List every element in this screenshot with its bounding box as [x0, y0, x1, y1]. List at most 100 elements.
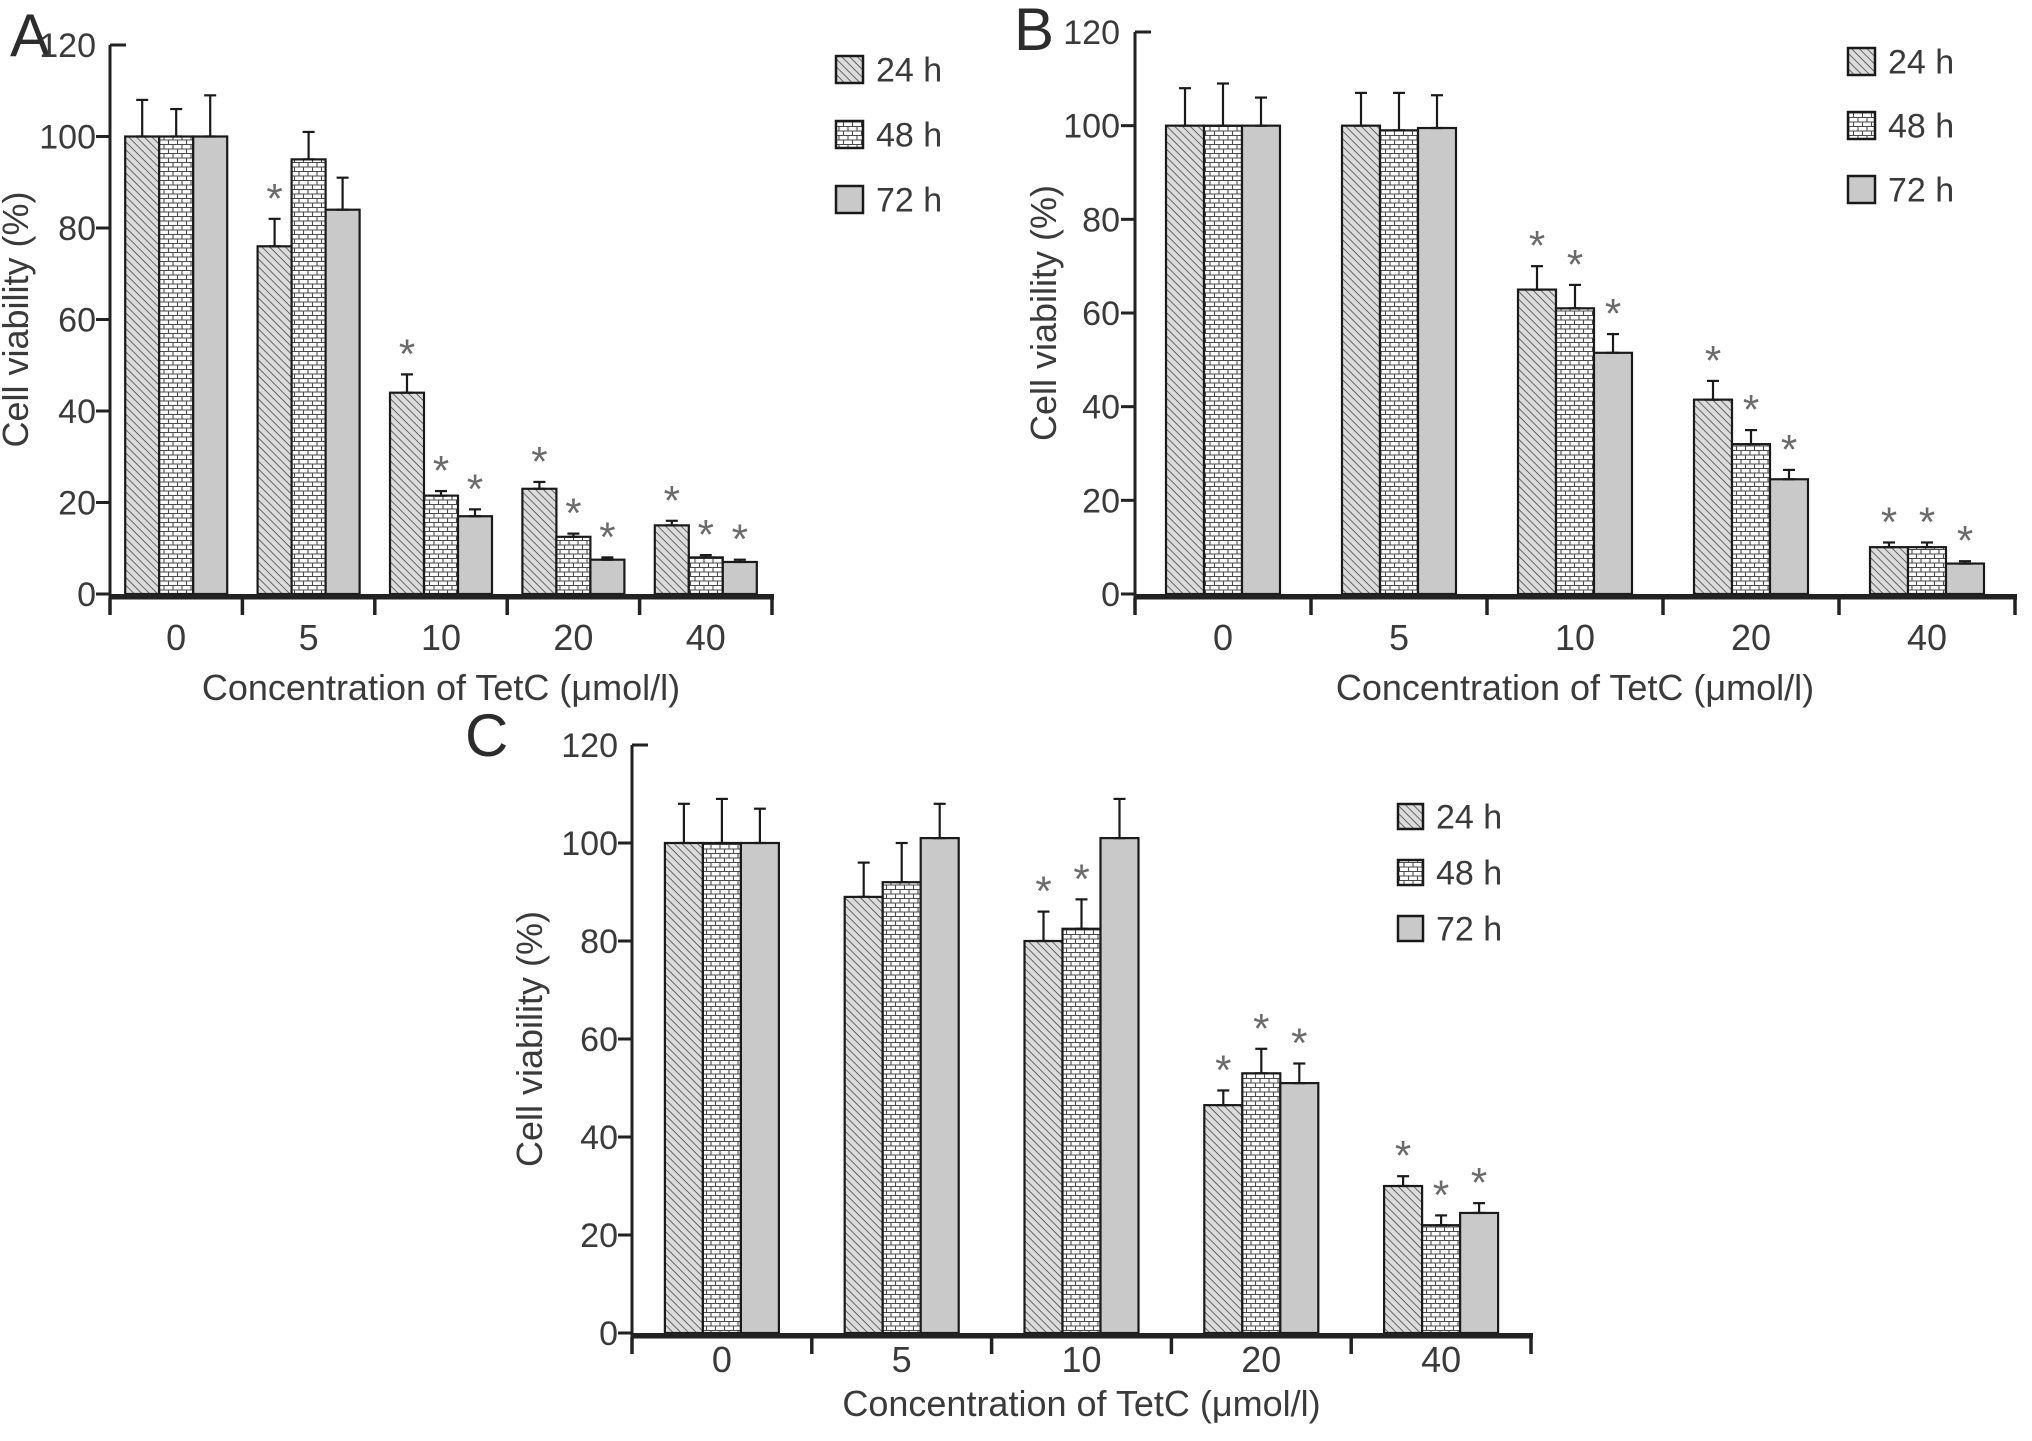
- bar-48h-40umol: [687, 556, 724, 596]
- y-tick-label: 120: [1063, 14, 1120, 52]
- errorbar-48h-5umol: [895, 841, 908, 884]
- significance-asterisk-24h-5umol: *: [266, 175, 282, 222]
- x-tick-label: 10: [421, 617, 461, 658]
- errorbar-48h-0umol: [170, 107, 183, 138]
- errorbar-48h-40umol: [699, 554, 712, 559]
- y-tick-label: 40: [580, 1119, 618, 1157]
- errorbar-48h-0umol: [715, 797, 728, 845]
- legend: 24 h 48 h 72 h: [1846, 44, 1954, 210]
- errorbar-24h-0umol: [1179, 87, 1191, 127]
- significance-asterisk-24h-40umol: *: [1395, 1132, 1411, 1179]
- errorbar-72h-5umol: [1431, 94, 1443, 130]
- bar-48h-40umol: [1420, 1224, 1462, 1335]
- bar-chart-panel-c: * * * * * * * * 0 20 40 60 80 100 120 0 5 10 20 40 Concentra…: [509, 727, 1533, 1424]
- bar-24h-5umol: [1340, 124, 1382, 596]
- significance-asterisk-24h-40umol: *: [664, 477, 680, 524]
- errorbar-48h-20umol: [1255, 1047, 1268, 1075]
- bar-72h-20umol: [1768, 478, 1810, 596]
- x-tick-label: 20: [1731, 617, 1771, 658]
- significance-asterisk-48h-20umol: *: [565, 490, 581, 537]
- legend: 24 h 48 h 72 h: [834, 52, 942, 220]
- y-axis-title: Cell viability (%): [0, 191, 36, 447]
- x-tick-label: 40: [1907, 617, 1947, 658]
- y-tick-label: 80: [58, 210, 96, 248]
- x-tick-label: 20: [553, 617, 593, 658]
- bar-24h-40umol: [653, 524, 690, 596]
- bar-24h-0umol: [663, 841, 704, 1335]
- bar-72h-40umol: [1944, 562, 1986, 596]
- errorbar-24h-40umol: [1397, 1175, 1410, 1188]
- significance-asterisk-72h-10umol: *: [467, 465, 483, 512]
- errorbar-72h-10umol: [469, 508, 481, 518]
- bar-chart-panel-b: * * * * * * * * * 0 20 40 60 80 100 120 0 5 10 20 40 Concentr…: [1023, 14, 2017, 708]
- errorbar-72h-40umol: [1959, 560, 1971, 565]
- y-tick-label: 0: [599, 1315, 618, 1353]
- errorbar-24h-20umol: [1217, 1089, 1230, 1107]
- errorbar-48h-10umol: [1075, 898, 1088, 930]
- significance-asterisk-48h-40umol: *: [1919, 498, 1935, 545]
- y-tick-label: 100: [561, 825, 618, 863]
- errorbar-48h-40umol: [1921, 541, 1933, 549]
- significance-asterisk-48h-40umol: *: [1433, 1171, 1449, 1218]
- significance-asterisk-48h-10umol: *: [1567, 241, 1583, 288]
- errorbar-24h-5umol: [1355, 91, 1367, 127]
- x-tick-label: 40: [686, 617, 726, 658]
- bar-24h-5umol: [843, 895, 884, 1335]
- legend-label-24h: 24 h: [876, 52, 942, 90]
- errorbar-48h-5umol: [302, 130, 315, 161]
- x-tick-label: 0: [712, 1339, 732, 1380]
- bar-24h-20umol: [521, 487, 558, 596]
- bar-24h-10umol: [388, 391, 426, 596]
- y-axis-title: Cell viability (%): [509, 911, 550, 1167]
- errorbar-24h-10umol: [1037, 910, 1050, 943]
- bar-48h-10umol: [1061, 927, 1102, 1335]
- x-tick-label: 10: [1061, 1339, 1101, 1380]
- errorbar-24h-20umol: [533, 480, 546, 490]
- bar-72h-0umol: [1240, 124, 1282, 596]
- significance-asterisk-48h-20umol: *: [1743, 386, 1759, 433]
- errorbar-72h-0umol: [753, 807, 766, 845]
- legend-label-48h: 48 h: [876, 117, 942, 155]
- bar-72h-10umol: [1592, 351, 1634, 596]
- errorbar-72h-5umol: [336, 176, 349, 211]
- bar-48h-20umol: [1241, 1072, 1282, 1335]
- y-tick-label: 20: [580, 1217, 618, 1255]
- errorbar-24h-5umol: [857, 861, 870, 898]
- legend-swatch-72h: [834, 184, 865, 215]
- bar-24h-0umol: [1164, 124, 1206, 596]
- bar-48h-20umol: [555, 535, 592, 596]
- y-tick-label: 80: [580, 923, 618, 961]
- errorbar-48h-10umol: [435, 489, 447, 497]
- x-axis-title: Concentration of TetC (μmol/l): [842, 1383, 1320, 1424]
- bar-24h-20umol: [1692, 398, 1734, 596]
- legend-label-72h: 72 h: [1888, 172, 1954, 210]
- bar-72h-5umol: [324, 208, 361, 596]
- errorbar-48h-10umol: [1569, 283, 1581, 310]
- bar-72h-10umol: [1099, 837, 1140, 1335]
- x-tick-label: 0: [166, 617, 186, 658]
- y-tick-label: 120: [561, 727, 618, 765]
- y-tick-label: 60: [1082, 295, 1120, 333]
- panel-label-b: B: [1014, 0, 1056, 63]
- y-tick-label: 120: [39, 27, 96, 65]
- significance-asterisk-24h-20umol: *: [531, 438, 547, 485]
- legend-swatch-24h: [1846, 46, 1877, 77]
- bar-48h-10umol: [422, 494, 460, 596]
- panel-label-c: C: [465, 702, 510, 769]
- significance-asterisk-72h-20umol: *: [1291, 1020, 1307, 1067]
- significance-asterisk-72h-20umol: *: [599, 513, 615, 560]
- x-tick-label: 5: [892, 1339, 912, 1380]
- y-tick-label: 100: [39, 119, 96, 157]
- errorbar-24h-40umol: [665, 519, 678, 527]
- errorbar-72h-5umol: [933, 802, 946, 840]
- legend-swatch-48h: [834, 119, 865, 150]
- x-tick-label: 10: [1555, 617, 1595, 658]
- x-axis-title: Concentration of TetC (μmol/l): [202, 667, 680, 708]
- significance-asterisk-72h-20umol: *: [1781, 426, 1797, 473]
- axes: [1121, 30, 2017, 615]
- significance-asterisk-24h-20umol: *: [1705, 337, 1721, 384]
- bar-48h-0umol: [701, 841, 742, 1335]
- significance-asterisk-72h-40umol: *: [732, 516, 748, 563]
- bar-24h-10umol: [1516, 288, 1558, 596]
